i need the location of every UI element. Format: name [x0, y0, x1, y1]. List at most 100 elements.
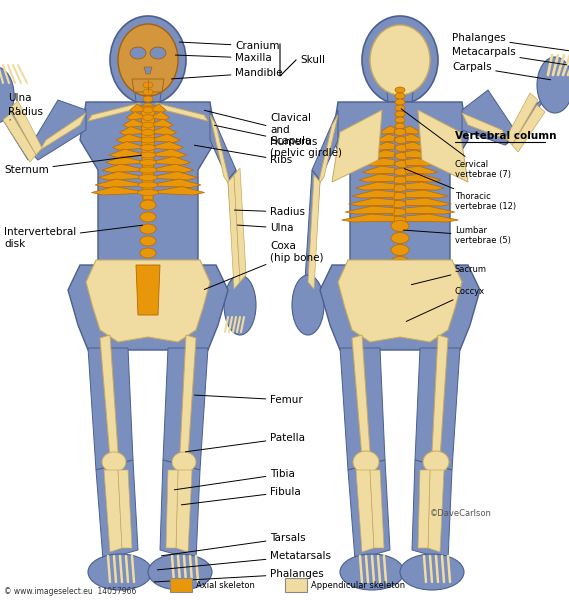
Text: Radius: Radius [234, 207, 305, 217]
Ellipse shape [389, 200, 407, 208]
Ellipse shape [140, 236, 156, 246]
Polygon shape [234, 168, 246, 282]
Polygon shape [362, 166, 395, 174]
Text: Metacarpals: Metacarpals [452, 47, 567, 65]
Text: Mandible: Mandible [171, 68, 282, 79]
Ellipse shape [394, 128, 406, 136]
Text: Coxa
(hip bone): Coxa (hip bone) [204, 241, 324, 289]
Polygon shape [405, 134, 423, 142]
Polygon shape [341, 214, 395, 222]
Polygon shape [312, 110, 338, 180]
Ellipse shape [130, 47, 146, 59]
Polygon shape [116, 134, 142, 142]
Ellipse shape [0, 67, 14, 123]
Ellipse shape [391, 232, 409, 244]
Text: Humerus: Humerus [215, 125, 318, 147]
Ellipse shape [389, 208, 407, 215]
Polygon shape [136, 265, 160, 315]
Polygon shape [96, 460, 138, 560]
Ellipse shape [142, 115, 154, 121]
Ellipse shape [143, 82, 153, 88]
Polygon shape [126, 112, 143, 120]
Ellipse shape [88, 554, 152, 590]
Polygon shape [176, 470, 192, 552]
Text: Phalanges: Phalanges [452, 33, 569, 52]
Text: Skull: Skull [300, 55, 325, 65]
Polygon shape [3, 113, 36, 162]
Polygon shape [305, 170, 320, 290]
Polygon shape [432, 335, 448, 458]
Ellipse shape [395, 160, 409, 167]
Ellipse shape [391, 220, 409, 232]
Ellipse shape [138, 190, 159, 196]
Polygon shape [405, 214, 459, 222]
Polygon shape [100, 335, 118, 458]
Polygon shape [348, 198, 395, 206]
Text: ©DaveCarlson: ©DaveCarlson [430, 509, 492, 518]
Text: Maxilla: Maxilla [175, 53, 272, 63]
Ellipse shape [150, 47, 166, 59]
Bar [285, 578, 307, 592]
Polygon shape [377, 134, 395, 142]
Ellipse shape [139, 160, 156, 166]
Polygon shape [356, 182, 395, 190]
Polygon shape [210, 115, 230, 185]
Text: Ulna: Ulna [8, 93, 31, 109]
Ellipse shape [138, 182, 158, 188]
Polygon shape [386, 82, 414, 102]
Ellipse shape [142, 122, 154, 128]
Ellipse shape [389, 217, 408, 223]
Text: Intervertebral
disk: Intervertebral disk [4, 225, 143, 249]
Polygon shape [338, 260, 462, 342]
Polygon shape [320, 265, 480, 350]
Ellipse shape [391, 185, 407, 191]
Ellipse shape [395, 117, 405, 123]
Polygon shape [405, 174, 441, 182]
Polygon shape [405, 182, 444, 190]
Ellipse shape [148, 554, 212, 590]
Polygon shape [369, 150, 395, 158]
Text: Coccyx: Coccyx [406, 287, 485, 322]
Ellipse shape [140, 152, 156, 158]
Polygon shape [462, 113, 508, 140]
Polygon shape [318, 115, 338, 185]
Polygon shape [3, 105, 38, 160]
Ellipse shape [224, 275, 256, 335]
Ellipse shape [395, 105, 405, 111]
Polygon shape [418, 110, 468, 182]
Ellipse shape [102, 452, 126, 472]
Polygon shape [180, 335, 196, 458]
Polygon shape [92, 187, 139, 195]
Text: Lumbar
vertebrae (5): Lumbar vertebrae (5) [403, 226, 511, 245]
Polygon shape [152, 112, 170, 120]
Ellipse shape [393, 176, 408, 184]
Text: Tarsals: Tarsals [162, 533, 306, 556]
Polygon shape [370, 470, 384, 548]
Text: Radius: Radius [8, 107, 43, 120]
Ellipse shape [142, 130, 155, 136]
Polygon shape [156, 187, 204, 195]
Ellipse shape [394, 169, 409, 175]
Text: Sacrum: Sacrum [411, 265, 487, 284]
Polygon shape [166, 470, 178, 548]
Polygon shape [80, 102, 216, 265]
Text: Fibula: Fibula [182, 487, 301, 505]
Polygon shape [228, 170, 243, 290]
Ellipse shape [370, 25, 430, 95]
Polygon shape [102, 164, 141, 173]
Ellipse shape [395, 99, 405, 105]
Polygon shape [412, 460, 452, 560]
Ellipse shape [143, 96, 153, 102]
Ellipse shape [140, 248, 156, 258]
Ellipse shape [141, 137, 155, 143]
Polygon shape [156, 103, 208, 121]
Polygon shape [405, 150, 431, 158]
Ellipse shape [143, 103, 153, 109]
Polygon shape [405, 166, 438, 174]
Text: Metatarsals: Metatarsals [158, 551, 331, 570]
Polygon shape [506, 93, 538, 145]
Polygon shape [405, 198, 451, 206]
Polygon shape [308, 175, 320, 289]
Polygon shape [68, 265, 228, 350]
Polygon shape [104, 470, 122, 552]
